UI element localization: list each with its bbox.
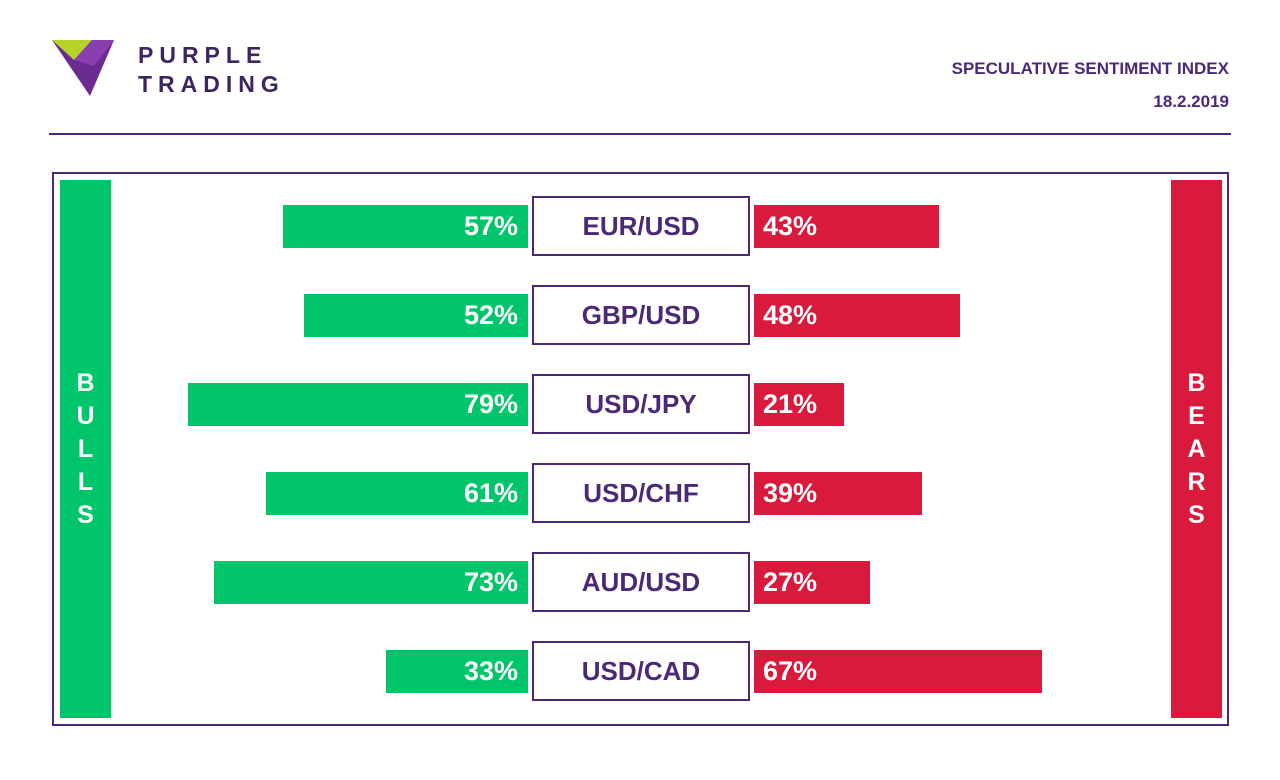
bulls-value-label: 33% xyxy=(463,656,518,686)
report-date: 18.2.2019 xyxy=(1153,92,1229,111)
brand-name-line1: PURPLE xyxy=(138,42,268,68)
currency-pair-label: EUR/USD xyxy=(532,196,750,256)
bears-bar xyxy=(754,383,845,426)
bulls-value-label: 61% xyxy=(463,478,518,508)
bears-value-label: 48% xyxy=(763,300,818,330)
bulls-value-label: 57% xyxy=(463,211,518,241)
brand-name: PURPLE TRADING xyxy=(138,41,285,99)
sentiment-row: 52% 48% GBP/USD xyxy=(0,285,1280,345)
bulls-bar xyxy=(214,561,528,604)
currency-pair-label: USD/CHF xyxy=(532,463,750,523)
bulls-bar xyxy=(282,205,528,248)
bulls-side-bar: BULLS xyxy=(60,180,111,718)
sentiment-row: 61% 39% USD/CHF xyxy=(0,463,1280,523)
bulls-bar xyxy=(304,294,528,337)
header-divider xyxy=(49,133,1231,135)
bears-bar xyxy=(754,294,961,337)
bears-bar xyxy=(754,205,939,248)
report-title: SPECULATIVE SENTIMENT INDEX xyxy=(951,59,1229,78)
bears-label: BEARS xyxy=(1187,368,1206,529)
bulls-bar xyxy=(265,472,528,515)
brand-name-line2: TRADING xyxy=(138,71,285,97)
sentiment-row: 73% 27% AUD/USD xyxy=(0,552,1280,612)
bears-value-label: 43% xyxy=(763,211,818,241)
chart-frame xyxy=(52,172,1229,726)
purple-trading-logo-icon xyxy=(52,40,114,96)
bears-value-label: 67% xyxy=(763,656,818,686)
bears-value-label: 21% xyxy=(763,389,818,419)
sentiment-row: 79% 21% USD/JPY xyxy=(0,374,1280,434)
bulls-value-label: 79% xyxy=(463,389,518,419)
bears-bar xyxy=(754,472,922,515)
bears-bar xyxy=(754,650,1043,693)
bulls-bar xyxy=(188,383,528,426)
currency-pair-label: GBP/USD xyxy=(532,285,750,345)
bears-bar xyxy=(754,561,871,604)
bears-value-label: 27% xyxy=(763,567,818,597)
bulls-bar xyxy=(386,650,528,693)
brand-logo: PURPLE TRADING xyxy=(52,40,312,100)
bulls-value-label: 52% xyxy=(463,300,518,330)
bulls-label: BULLS xyxy=(76,368,95,529)
bears-value-label: 39% xyxy=(763,478,818,508)
currency-pair-label: USD/CAD xyxy=(532,641,750,701)
bulls-value-label: 73% xyxy=(463,567,518,597)
currency-pair-label: AUD/USD xyxy=(532,552,750,612)
sentiment-row: 33% 67% USD/CAD xyxy=(0,641,1280,701)
sentiment-row: 57% 43% EUR/USD xyxy=(0,196,1280,256)
currency-pair-label: USD/JPY xyxy=(532,374,750,434)
bears-side-bar: BEARS xyxy=(1171,180,1222,718)
